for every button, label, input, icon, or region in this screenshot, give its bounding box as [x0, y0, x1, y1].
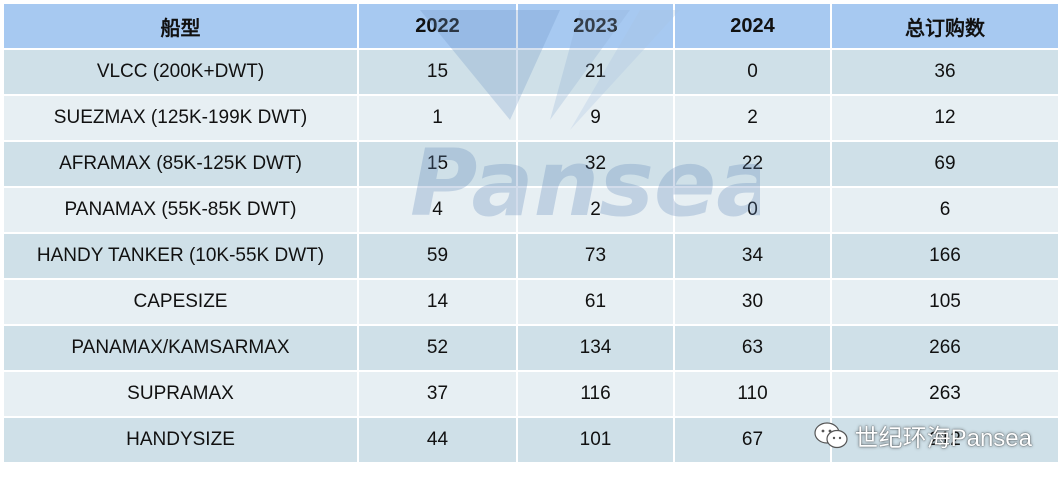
cell-2022: 15 [357, 140, 518, 188]
cell-2022: 44 [357, 416, 518, 464]
cell-total: 266 [830, 324, 1060, 372]
cell-2022: 4 [357, 186, 518, 234]
cell-2024: 30 [673, 278, 832, 326]
cell-2022: 1 [357, 94, 518, 142]
cell-2023: 32 [516, 140, 675, 188]
cell-total: 12 [830, 94, 1060, 142]
cell-ship-type: SUPRAMAX [2, 370, 359, 418]
cell-2023: 61 [516, 278, 675, 326]
cell-ship-type: VLCC (200K+DWT) [2, 48, 359, 96]
table-row: SUEZMAX (125K-199K DWT) 1 9 2 12 [2, 94, 1060, 142]
cell-ship-type: HANDYSIZE [2, 416, 359, 464]
table-row: PANAMAX/KAMSARMAX 52 134 63 266 [2, 324, 1060, 372]
cell-2023: 73 [516, 232, 675, 280]
header-2023: 2023 [516, 2, 675, 50]
table-row: CAPESIZE 14 61 30 105 [2, 278, 1060, 326]
cell-total: 263 [830, 370, 1060, 418]
cell-2022: 52 [357, 324, 518, 372]
header-ship-type: 船型 [2, 2, 359, 50]
cell-2024: 22 [673, 140, 832, 188]
cell-2024: 0 [673, 48, 832, 96]
cell-2024: 63 [673, 324, 832, 372]
cell-2024: 0 [673, 186, 832, 234]
table-row: HANDY TANKER (10K-55K DWT) 59 73 34 166 [2, 232, 1060, 280]
cell-total: 212 [830, 416, 1060, 464]
header-total-orders: 总订购数 [830, 2, 1060, 50]
cell-ship-type: SUEZMAX (125K-199K DWT) [2, 94, 359, 142]
cell-2024: 2 [673, 94, 832, 142]
cell-ship-type: CAPESIZE [2, 278, 359, 326]
cell-total: 105 [830, 278, 1060, 326]
cell-total: 69 [830, 140, 1060, 188]
ship-orders-table-container: 船型 2022 2023 2024 总订购数 VLCC (200K+DWT) 1… [2, 2, 1060, 464]
cell-2024: 110 [673, 370, 832, 418]
table-row: AFRAMAX (85K-125K DWT) 15 32 22 69 [2, 140, 1060, 188]
table-row: PANAMAX (55K-85K DWT) 4 2 0 6 [2, 186, 1060, 234]
cell-2023: 9 [516, 94, 675, 142]
cell-2023: 101 [516, 416, 675, 464]
header-2022: 2022 [357, 2, 518, 50]
cell-total: 36 [830, 48, 1060, 96]
ship-orders-table: 船型 2022 2023 2024 总订购数 VLCC (200K+DWT) 1… [2, 2, 1060, 464]
table-row: SUPRAMAX 37 116 110 263 [2, 370, 1060, 418]
cell-2023: 21 [516, 48, 675, 96]
cell-ship-type: HANDY TANKER (10K-55K DWT) [2, 232, 359, 280]
cell-ship-type: AFRAMAX (85K-125K DWT) [2, 140, 359, 188]
table-row: HANDYSIZE 44 101 67 212 [2, 416, 1060, 464]
table-header-row: 船型 2022 2023 2024 总订购数 [2, 2, 1060, 50]
cell-total: 166 [830, 232, 1060, 280]
cell-2022: 37 [357, 370, 518, 418]
cell-2023: 116 [516, 370, 675, 418]
cell-total: 6 [830, 186, 1060, 234]
table-row: VLCC (200K+DWT) 15 21 0 36 [2, 48, 1060, 96]
cell-2023: 2 [516, 186, 675, 234]
header-2024: 2024 [673, 2, 832, 50]
cell-2024: 34 [673, 232, 832, 280]
cell-2022: 14 [357, 278, 518, 326]
cell-ship-type: PANAMAX (55K-85K DWT) [2, 186, 359, 234]
cell-2023: 134 [516, 324, 675, 372]
cell-2024: 67 [673, 416, 832, 464]
cell-2022: 59 [357, 232, 518, 280]
cell-ship-type: PANAMAX/KAMSARMAX [2, 324, 359, 372]
cell-2022: 15 [357, 48, 518, 96]
